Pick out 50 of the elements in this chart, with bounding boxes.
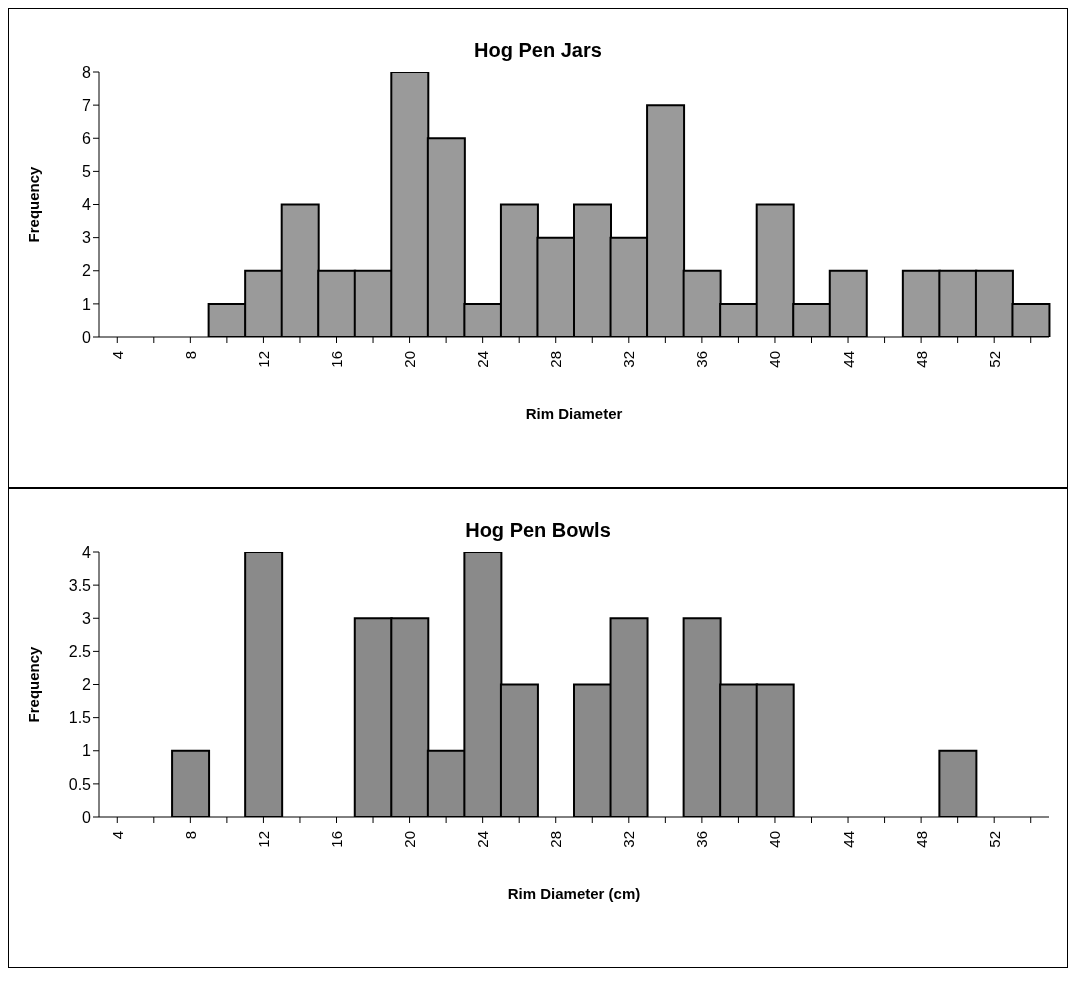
x-axis-title: Rim Diameter [525, 405, 623, 422]
y-axis-title: Frequency [25, 645, 43, 723]
x-tick-label: 52 [985, 831, 1003, 848]
x-tick-label: 48 [912, 831, 930, 848]
y-tick-label: 3 [82, 609, 92, 627]
y-axis-title: Frequency [25, 165, 43, 243]
y-tick-label: 6 [82, 129, 92, 147]
x-tick-label: 8 [181, 351, 199, 360]
x-tick-label: 4 [108, 831, 126, 840]
x-tick-label: 44 [839, 351, 857, 368]
y-tick-label: 1 [82, 742, 92, 760]
x-tick-label: 32 [620, 351, 638, 368]
x-tick-label: 36 [693, 351, 711, 368]
x-tick-label: 48 [912, 351, 930, 368]
x-tick-label: 28 [547, 831, 565, 848]
x-tick-label: 40 [766, 831, 784, 848]
y-tick-label: 2.5 [68, 643, 92, 661]
y-tick-label: 7 [82, 96, 92, 114]
x-tick-label: 24 [474, 351, 492, 368]
x-tick-label: 4 [108, 351, 126, 360]
x-tick-label: 24 [474, 831, 492, 848]
chart-title: Hog Pen Bowls [464, 519, 612, 542]
x-tick-label: 44 [839, 831, 857, 848]
x-tick-label: 36 [693, 831, 711, 848]
x-tick-label: 12 [254, 351, 272, 368]
y-tick-label: 2 [82, 676, 92, 694]
x-tick-label: 16 [328, 831, 345, 848]
y-tick-label: 3.5 [68, 576, 92, 594]
x-tick-label: 40 [766, 351, 784, 368]
x-axis-title: Rim Diameter (cm) [507, 885, 641, 902]
x-tick-label: 12 [254, 831, 272, 848]
y-tick-label: 8 [82, 63, 92, 81]
y-tick-label: 0 [82, 808, 92, 826]
y-tick-label: 5 [82, 163, 92, 181]
y-tick-label: 2 [82, 262, 92, 280]
x-tick-label: 52 [985, 351, 1003, 368]
y-tick-label: 0 [82, 328, 92, 346]
x-tick-label: 28 [547, 351, 565, 368]
x-tick-label: 8 [181, 831, 199, 840]
y-tick-label: 4 [82, 543, 92, 561]
x-tick-label: 20 [401, 831, 419, 848]
chart-title: Hog Pen Jars [473, 39, 603, 62]
x-tick-label: 32 [620, 831, 638, 848]
x-tick-label: 20 [401, 351, 419, 368]
y-tick-label: 4 [82, 196, 92, 214]
y-tick-label: 3 [82, 229, 92, 247]
y-tick-label: 1 [82, 295, 92, 313]
y-tick-label: 1.5 [68, 709, 92, 727]
x-tick-label: 16 [328, 351, 345, 368]
y-tick-label: 0.5 [68, 775, 92, 793]
